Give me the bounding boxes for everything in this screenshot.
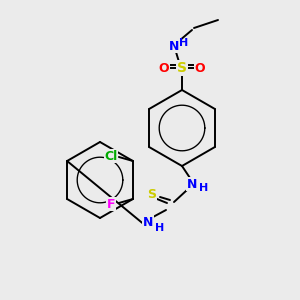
Text: O: O <box>195 61 205 74</box>
Text: O: O <box>159 61 169 74</box>
Text: S: S <box>177 61 187 75</box>
Text: H: H <box>200 183 208 193</box>
Text: Cl: Cl <box>104 149 118 163</box>
Text: N: N <box>187 178 197 190</box>
Text: F: F <box>107 197 115 211</box>
Text: H: H <box>179 38 189 48</box>
Text: H: H <box>155 223 165 233</box>
Text: N: N <box>169 40 179 52</box>
Text: S: S <box>148 188 157 200</box>
Text: N: N <box>143 215 153 229</box>
